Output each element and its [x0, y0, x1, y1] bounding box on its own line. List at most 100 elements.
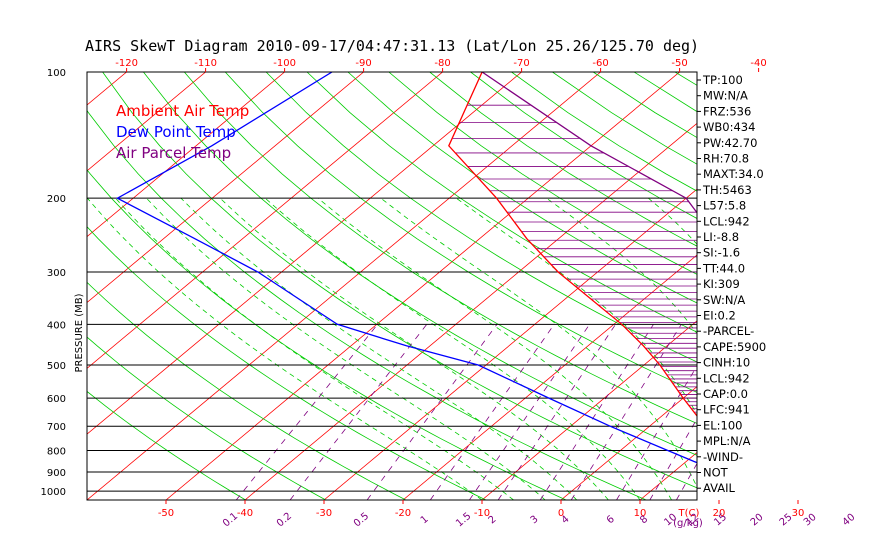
pressure-tick-label: 500 — [47, 361, 66, 372]
index-label: MW:N/A — [703, 89, 748, 103]
index-label: TP:100 — [702, 73, 743, 87]
mixing-ratio-tick-label: 0.2 — [275, 511, 294, 530]
index-label: LI:-8.8 — [703, 230, 739, 244]
bottom-temp-tick-label: 0 — [558, 508, 564, 519]
mixing-ratio-tick-label: 0.5 — [352, 511, 371, 530]
mixing-ratio-tick-label: 6 — [605, 514, 617, 527]
pressure-tick-label: 400 — [47, 320, 66, 331]
dry-adiabat-line — [87, 281, 407, 500]
top-temp-tick-label: -90 — [355, 58, 371, 69]
legend-entry: Ambient Air Temp — [116, 102, 249, 120]
bottom-temp-tick-label: 20 — [713, 508, 726, 519]
mixing-ratio-line — [816, 324, 870, 500]
index-label: EL:100 — [703, 418, 743, 432]
isotherm-line — [87, 72, 285, 238]
top-temp-tick-label: -120 — [115, 58, 138, 69]
pressure-tick-label: 1000 — [41, 487, 66, 498]
index-label: PW:42.70 — [703, 136, 757, 150]
moist-adiabat-line — [87, 197, 483, 500]
dry-adiabat-line — [183, 72, 697, 424]
isotherm-line — [87, 72, 443, 369]
index-label: RH:70.8 — [703, 152, 749, 166]
moist-adiabat-line — [834, 198, 861, 500]
bottom-temp-tick-label: -40 — [237, 508, 253, 519]
mixing-ratio-line — [366, 324, 498, 500]
mixing-ratio-tick-label: 4 — [560, 514, 572, 527]
index-label: TT:44.0 — [702, 261, 745, 275]
isotherm-line — [87, 72, 127, 106]
mixing-ratio-line — [570, 324, 682, 500]
top-temp-tick-label: -60 — [592, 58, 608, 69]
dry-adiabat-line — [429, 72, 697, 247]
index-label: LCL:942 — [703, 214, 750, 228]
mixing-ratio-line — [855, 324, 870, 500]
bottom-temp-tick-label: -50 — [158, 508, 174, 519]
mixing-ratio-line — [235, 324, 378, 500]
moist-adiabat-line — [380, 197, 697, 488]
dry-adiabat-line — [87, 390, 246, 500]
mixing-ratio-tick-label: 30 — [802, 512, 819, 529]
index-label: LCL:942 — [703, 371, 750, 385]
mixing-ratio-tick-label: 3 — [529, 514, 541, 527]
top-temp-tick-label: -70 — [513, 58, 529, 69]
index-label: SW:N/A — [703, 293, 745, 307]
dry-adiabat-line — [143, 72, 697, 456]
top-temp-tick-label: -40 — [750, 58, 766, 69]
dry-adiabat-line — [102, 72, 697, 489]
moist-adiabat-line — [180, 197, 578, 500]
top-temp-tick-label: -50 — [671, 58, 687, 69]
bottom-temp-tick-label: 10 — [634, 508, 647, 519]
isotherm-line — [87, 72, 206, 172]
top-temp-tick-label: -100 — [273, 58, 296, 69]
mixing-ratio-line — [763, 324, 853, 500]
mixing-ratio-unit-label: (g/kg) — [673, 518, 703, 529]
pressure-tick-label: 800 — [47, 447, 66, 458]
moist-adiabat-line — [115, 197, 514, 500]
index-label: MPL:N/A — [703, 434, 751, 448]
mixing-ratio-tick-label: 8 — [638, 514, 650, 527]
pressure-tick-label: 300 — [47, 268, 66, 279]
moist-adiabat-line — [264, 197, 641, 500]
isotherm-line — [87, 72, 364, 304]
bottom-temp-tick-label: -30 — [316, 508, 332, 519]
mixing-ratio-line — [289, 324, 428, 500]
isotherm-line — [244, 122, 697, 500]
index-label: LFC:941 — [703, 403, 750, 417]
moist-adiabat-line — [456, 197, 697, 416]
pressure-tick-label: 900 — [47, 468, 66, 479]
legend-entry: Dew Point Temp — [116, 123, 236, 141]
index-label: AVAIL — [703, 481, 736, 495]
index-label: MAXT:34.0 — [703, 167, 764, 181]
index-label: CINH:10 — [703, 356, 750, 370]
series-line — [448, 72, 697, 418]
index-label: SI:-1.6 — [703, 246, 740, 260]
bottom-temp-tick-label: -20 — [395, 508, 411, 519]
bottom-temp-tick-label: -10 — [474, 508, 490, 519]
mixing-ratio-tick-label: 1 — [419, 514, 431, 527]
isotherm-line — [0, 72, 48, 500]
dry-adiabat-line — [388, 72, 697, 275]
isotherm-line — [165, 72, 680, 500]
index-label: CAPE:5900 — [703, 340, 766, 354]
isotherm-line — [798, 72, 870, 500]
series-line — [481, 72, 697, 214]
index-label: CAP:0.0 — [703, 387, 748, 401]
legend-entry: Air Parcel Temp — [116, 144, 231, 162]
x-axis-label: T(C) — [678, 508, 700, 519]
index-label: L57:5.8 — [703, 199, 746, 213]
index-label: KI:309 — [703, 277, 740, 291]
mixing-ratio-tick-label: 1.5 — [454, 511, 473, 530]
index-label: TH:5463 — [702, 183, 752, 197]
mixing-ratio-line — [792, 324, 870, 500]
top-temp-tick-label: -80 — [434, 58, 450, 69]
top-temp-tick-label: -110 — [194, 58, 217, 69]
isotherm-line — [87, 72, 601, 500]
index-label: EI:0.2 — [703, 309, 736, 323]
pressure-tick-label: 100 — [47, 68, 66, 79]
isotherm-line — [560, 386, 697, 500]
index-label: WB0:434 — [703, 120, 755, 134]
bottom-temp-tick-label: 30 — [792, 508, 805, 519]
chart-title: AIRS SkewT Diagram 2010-09-17/04:47:31.1… — [85, 37, 699, 55]
mixing-ratio-tick-label: 20 — [749, 512, 766, 529]
